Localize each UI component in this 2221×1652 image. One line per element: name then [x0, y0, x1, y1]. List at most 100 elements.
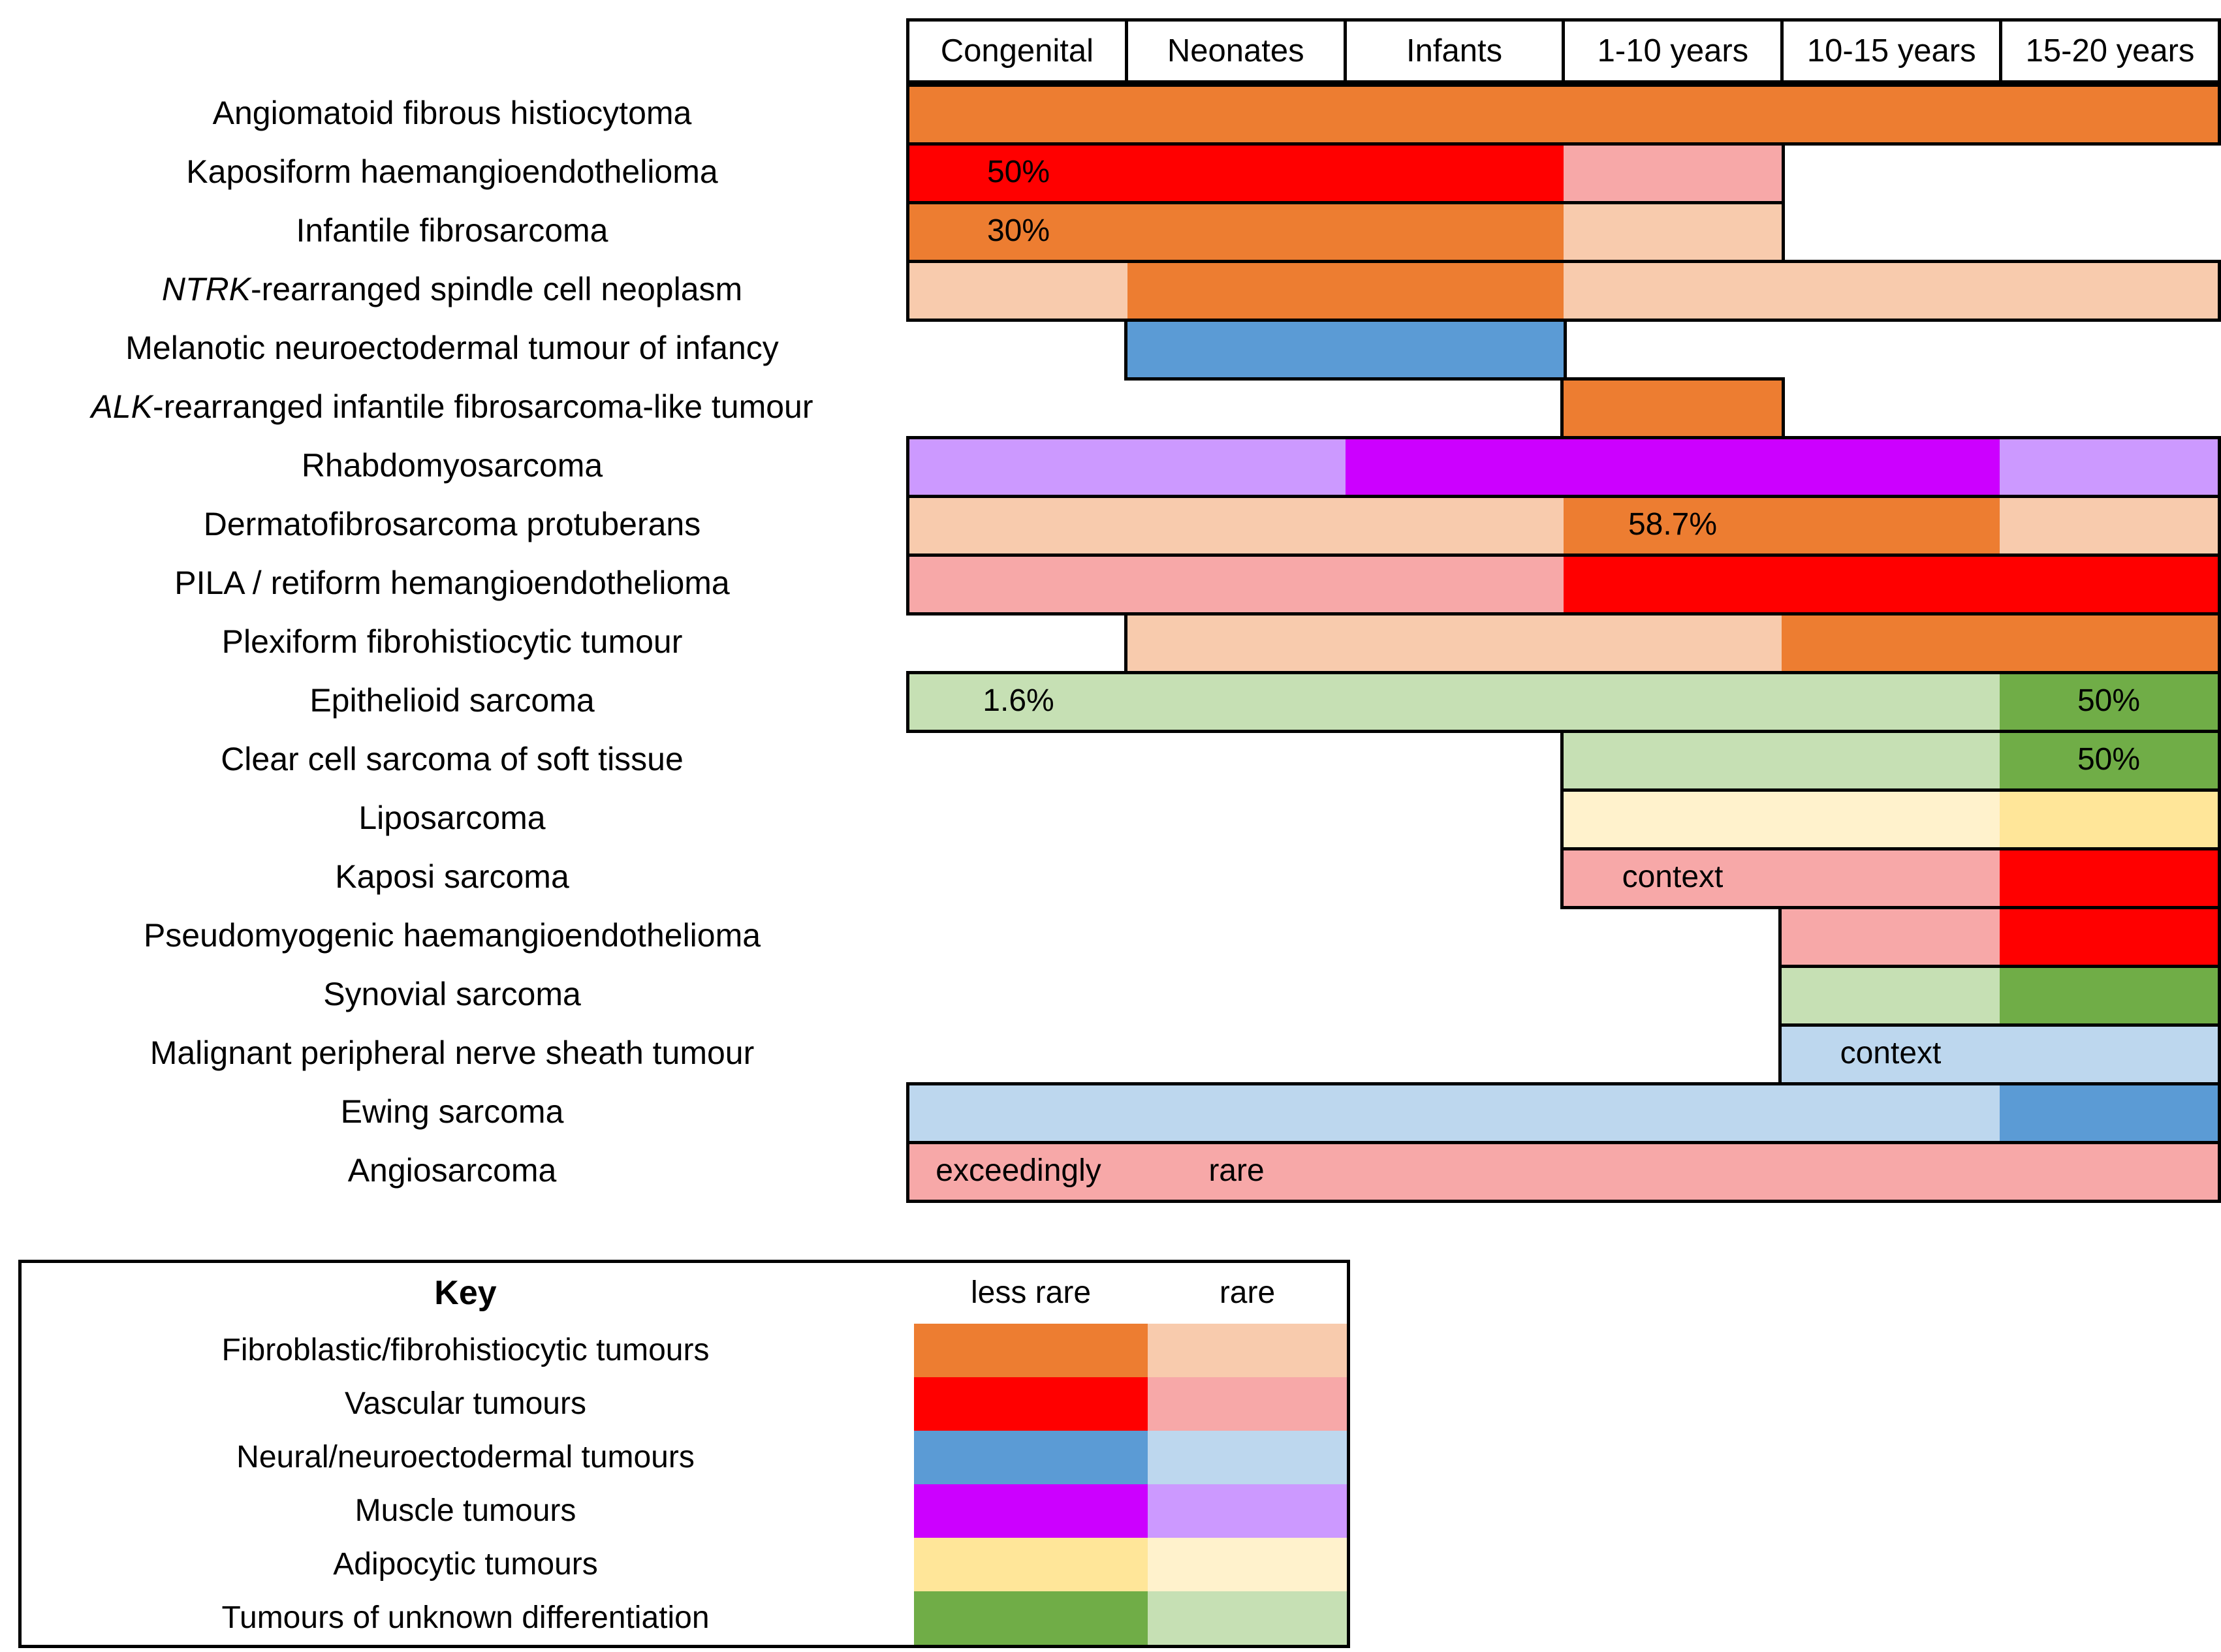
bar-segment [1564, 204, 1782, 260]
bar-segment [909, 263, 1127, 319]
key-swatch-rare [1148, 1591, 1347, 1645]
bar-segment [1127, 616, 1782, 671]
gene-name-italic: NTRK [161, 270, 251, 307]
age-column-header: Congenital [940, 33, 1094, 69]
key-category-label: Tumours of unknown differentiation [221, 1600, 710, 1635]
bar-segment [2000, 1085, 2218, 1141]
bar-segment [1127, 263, 1564, 319]
bar-segment [1564, 381, 1782, 436]
bar-segment [2000, 674, 2218, 730]
bar [1124, 319, 1567, 381]
bar [906, 142, 1785, 204]
bar-segment [1564, 498, 2000, 553]
row-label: Rhabdomyosarcoma [301, 446, 603, 484]
gene-name-italic: ALK [91, 388, 153, 425]
bar-segment [2000, 792, 2218, 847]
key-category-label: Vascular tumours [345, 1386, 586, 1421]
bar-segment [1564, 263, 2218, 319]
bar [906, 436, 2221, 498]
bar-segment [909, 674, 2000, 730]
bar-segment [2000, 909, 2218, 965]
key-swatch-less-rare [914, 1538, 1148, 1591]
bar-segment [1564, 850, 2000, 906]
row-label: Plexiform fibrohistiocytic tumour [221, 623, 683, 660]
bar-segment [1564, 146, 1782, 201]
bar [1778, 965, 2221, 1027]
bar [906, 1141, 2221, 1203]
age-column-header: Infants [1343, 22, 1562, 80]
row-label: Liposarcoma [358, 799, 546, 836]
key-title: Key [434, 1273, 497, 1312]
bar-segment [2000, 968, 2218, 1023]
bar-segment [1564, 557, 2218, 612]
age-columns-header: Congenital Neonates Infants 1-10 years 10-15… [906, 18, 2221, 84]
bar-segment [909, 498, 1564, 553]
bar-segment [909, 1144, 2218, 1200]
key-swatch-rare [1148, 1431, 1347, 1484]
bar-segment [909, 204, 1564, 260]
bar [906, 1082, 2221, 1144]
bar [1560, 730, 2221, 792]
key-swatch-less-rare [914, 1591, 1148, 1645]
bar [1778, 1023, 2221, 1085]
age-column-header: 10-15 years [1780, 22, 1999, 80]
bar [906, 201, 1785, 263]
bar [1778, 906, 2221, 968]
key-category-label: Adipocytic tumours [333, 1546, 598, 1582]
key-swatch-rare [1148, 1484, 1347, 1538]
key-header-less-rare: less rare [970, 1275, 1092, 1310]
bar-segment [2000, 498, 2218, 553]
key-swatch-less-rare [914, 1324, 1148, 1377]
key-header-rare: rare [1219, 1275, 1276, 1310]
bar-segment [1564, 792, 2000, 847]
row-label: Ewing sarcoma [340, 1093, 564, 1130]
age-column-header: 15-20 years [1999, 22, 2218, 80]
row-label: Synovial sarcoma [323, 975, 581, 1012]
row-label: Clear cell sarcoma of soft tissue [221, 740, 684, 777]
row-label: NTRK -rearranged spindle cell neoplasm [161, 270, 743, 307]
bar-segment [1782, 616, 2218, 671]
bar-segment [1782, 968, 2000, 1023]
age-column-header: 1-10 years [1562, 22, 1780, 80]
bar [906, 260, 2221, 322]
bar-segment [2000, 733, 2218, 788]
bar-segment [1782, 1027, 2218, 1082]
row-label: Melanotic neuroectodermal tumour of infa… [125, 329, 779, 366]
bar [1560, 847, 2221, 909]
bar-segment [909, 1085, 2000, 1141]
row-label: Malignant peripheral nerve sheath tumour [150, 1034, 755, 1071]
key-swatch-less-rare [914, 1431, 1148, 1484]
bar [1560, 377, 1785, 439]
key-swatch-less-rare [914, 1484, 1148, 1538]
bar-segment [1127, 322, 1564, 377]
bar-segment [1346, 439, 2000, 495]
bar [906, 553, 2221, 616]
bar [1560, 788, 2221, 850]
key-category-label: Neural/neuroectodermal tumours [236, 1439, 695, 1474]
key-swatch-rare [1148, 1538, 1347, 1591]
row-label: Epithelioid sarcoma [309, 681, 595, 719]
bar-segment [909, 439, 1346, 495]
bar-segment [2000, 850, 2218, 906]
row-label: Kaposi sarcoma [335, 858, 569, 895]
bar-segment [2000, 439, 2218, 495]
key-swatch-rare [1148, 1377, 1347, 1431]
row-label: ALK -rearranged infantile fibrosarcoma-li… [91, 388, 813, 425]
row-label: Dermatofibrosarcoma protuberans [203, 505, 701, 542]
bar-segment [909, 557, 1564, 612]
key-category-label: Muscle tumours [354, 1493, 576, 1528]
bar-segment [909, 87, 2218, 142]
bar [906, 84, 2221, 146]
key-swatch-rare [1148, 1324, 1347, 1377]
row-label: Angiosarcoma [347, 1151, 557, 1189]
row-label: PILA / retiform hemangioendothelioma [174, 564, 730, 601]
key-category-label: Fibroblastic/fibrohistiocytic tumours [221, 1332, 710, 1367]
age-column-header: Neonates [1124, 22, 1344, 80]
row-label: Pseudomyogenic haemangioendothelioma [143, 916, 761, 954]
bar-segment [1782, 909, 2000, 965]
row-label: Infantile fibrosarcoma [296, 211, 608, 249]
key-swatch-less-rare [914, 1377, 1148, 1431]
bar-segment [1564, 733, 2000, 788]
bar-segment [909, 146, 1564, 201]
